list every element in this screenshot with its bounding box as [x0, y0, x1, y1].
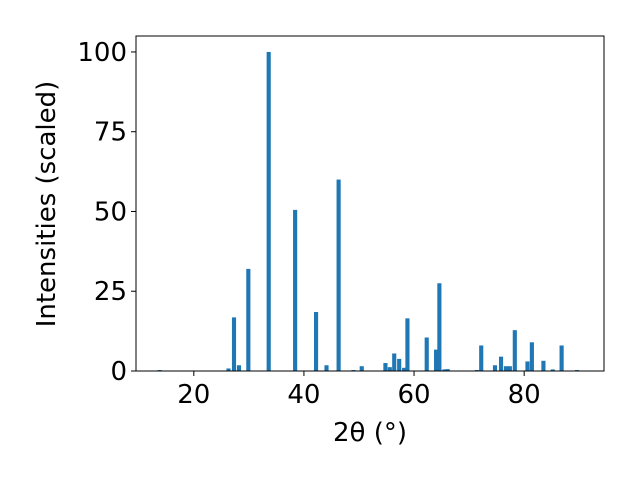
bar: [402, 367, 407, 371]
y-axis-ticks: 0 25 50 75 100: [77, 38, 136, 387]
bar: [434, 349, 439, 371]
bar: [541, 360, 546, 371]
bar: [525, 361, 530, 371]
bar: [503, 366, 509, 371]
y-tick-label: 25: [94, 277, 127, 307]
bars-group: [157, 51, 580, 371]
y-tick-label: 100: [77, 38, 127, 68]
x-tick-label: 20: [177, 380, 210, 410]
bar: [442, 369, 447, 371]
bar: [231, 317, 237, 371]
bar: [424, 337, 429, 371]
y-tick-label: 50: [94, 197, 127, 227]
x-tick-label: 80: [508, 380, 541, 410]
bar: [236, 365, 242, 371]
bar: [512, 330, 517, 371]
x-axis-label: 2θ (°): [333, 418, 407, 448]
bar: [359, 366, 364, 371]
y-tick-label: 0: [110, 357, 127, 387]
bar: [324, 365, 329, 371]
plot-frame: [135, 35, 605, 372]
bar: [226, 368, 231, 371]
bar: [405, 318, 410, 371]
x-tick-label: 60: [398, 380, 431, 410]
bar: [437, 283, 442, 371]
bar: [498, 356, 504, 371]
bar: [293, 209, 298, 371]
bar: [266, 51, 271, 371]
bar: [392, 353, 397, 371]
bar: [492, 365, 498, 371]
bar: [507, 366, 512, 371]
bar: [529, 342, 534, 371]
bar: [559, 345, 564, 371]
y-tick-label: 75: [94, 118, 127, 148]
bar: [246, 268, 251, 371]
bar: [336, 179, 341, 371]
bar: [445, 369, 450, 371]
bar: [387, 367, 392, 371]
y-axis-label: Intensities (scaled): [32, 81, 62, 328]
bar: [397, 358, 402, 371]
bar: [550, 369, 555, 371]
x-axis-ticks: 20 40 60 80: [177, 371, 541, 410]
bar: [479, 345, 484, 371]
bar: [383, 363, 388, 371]
plot-area: [136, 36, 604, 371]
bar: [313, 311, 319, 371]
x-tick-label: 40: [287, 380, 320, 410]
